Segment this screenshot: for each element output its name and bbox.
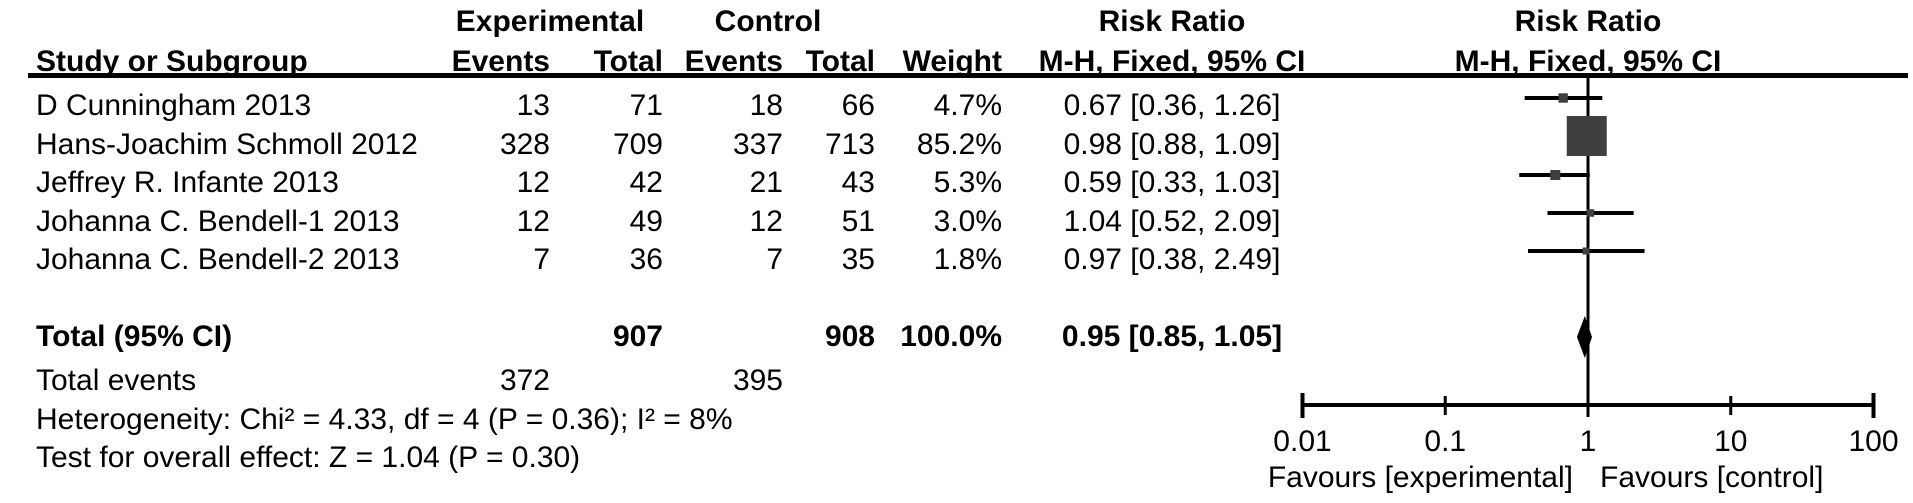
total-experimental-sum: 907 bbox=[612, 320, 663, 353]
header-risk-ratio-plot: Risk Ratio bbox=[1514, 5, 1662, 38]
total-events-label: Total events bbox=[36, 364, 197, 397]
axis-tick-label: 100 bbox=[1848, 425, 1898, 458]
total-experimental-value: 36 bbox=[629, 243, 663, 276]
total-control-value: 66 bbox=[841, 89, 875, 122]
study-name: D Cunningham 2013 bbox=[36, 89, 312, 122]
study-name: Johanna C. Bendell-1 2013 bbox=[36, 205, 400, 238]
total-control-value: 43 bbox=[841, 166, 875, 199]
total-experimental-value: 709 bbox=[612, 128, 663, 161]
risk-ratio-ci-value: 0.97 [0.38, 2.49] bbox=[1063, 243, 1281, 276]
axis-tick-label: 1 bbox=[1580, 425, 1597, 458]
header-divider-line bbox=[28, 73, 1908, 78]
header-risk-ratio-text: Risk Ratio bbox=[1098, 5, 1246, 38]
total-experimental-value: 42 bbox=[629, 166, 663, 199]
weight-value: 85.2% bbox=[916, 128, 1002, 161]
study-name: Jeffrey R. Infante 2013 bbox=[36, 166, 339, 199]
total-experimental-value: 71 bbox=[629, 89, 663, 122]
total-risk-ratio-ci: 0.95 [0.85, 1.05] bbox=[1061, 320, 1283, 353]
weight-value: 1.8% bbox=[933, 243, 1002, 276]
total-label: Total (95% CI) bbox=[36, 320, 233, 353]
events-experimental-value: 328 bbox=[499, 128, 550, 161]
events-experimental-value: 12 bbox=[516, 205, 550, 238]
header-total-control: Total bbox=[805, 45, 875, 78]
total-weight: 100.0% bbox=[900, 320, 1002, 353]
events-control-value: 337 bbox=[732, 128, 783, 161]
total-control-sum: 908 bbox=[824, 320, 875, 353]
study-name: Johanna C. Bendell-2 2013 bbox=[36, 243, 400, 276]
weight-square bbox=[1558, 93, 1568, 103]
events-experimental-value: 7 bbox=[533, 243, 550, 276]
header-events-experimental: Events bbox=[451, 45, 550, 78]
risk-ratio-ci-value: 0.98 [0.88, 1.09] bbox=[1063, 128, 1281, 161]
events-control-value: 21 bbox=[749, 166, 783, 199]
risk-ratio-ci-value: 0.59 [0.33, 1.03] bbox=[1063, 166, 1281, 199]
events-control-value: 12 bbox=[749, 205, 783, 238]
weight-value: 3.0% bbox=[933, 205, 1002, 238]
events-control-value: 7 bbox=[766, 243, 783, 276]
risk-ratio-ci-value: 0.67 [0.36, 1.26] bbox=[1063, 89, 1281, 122]
total-events-control: 395 bbox=[732, 364, 783, 397]
weight-value: 5.3% bbox=[933, 166, 1002, 199]
total-experimental-value: 49 bbox=[629, 205, 663, 238]
axis-tick-label: 0.1 bbox=[1424, 425, 1466, 458]
axis-tick-label: 0.01 bbox=[1273, 425, 1331, 458]
header-weight: Weight bbox=[902, 45, 1002, 78]
header-study-or-subgroup: Study or Subgroup bbox=[36, 45, 308, 78]
events-experimental-value: 13 bbox=[516, 89, 550, 122]
weight-square bbox=[1550, 170, 1561, 180]
total-control-value: 51 bbox=[841, 205, 875, 238]
total-control-value: 35 bbox=[841, 243, 875, 276]
header-group-control: Control bbox=[714, 5, 822, 38]
overall-effect-note: Test for overall effect: Z = 1.04 (P = 0… bbox=[36, 441, 581, 474]
pooled-diamond bbox=[1576, 316, 1593, 358]
weight-square bbox=[1586, 209, 1595, 217]
axis-tick-label: 10 bbox=[1714, 425, 1747, 458]
header-mh-fixed-ci-plot: M-H, Fixed, 95% CI bbox=[1454, 45, 1722, 78]
header-total-experimental: Total bbox=[593, 45, 663, 78]
heterogeneity-note: Heterogeneity: Chi² = 4.33, df = 4 (P = … bbox=[36, 403, 733, 436]
weight-value: 4.7% bbox=[933, 89, 1002, 122]
events-control-value: 18 bbox=[749, 89, 783, 122]
risk-ratio-ci-value: 1.04 [0.52, 2.09] bbox=[1063, 205, 1281, 238]
header-group-experimental: Experimental bbox=[455, 5, 645, 38]
weight-square bbox=[1582, 247, 1590, 255]
header-mh-fixed-ci-text: M-H, Fixed, 95% CI bbox=[1038, 45, 1306, 78]
weight-square bbox=[1566, 116, 1607, 156]
favours-experimental-label: Favours [experimental] bbox=[1267, 461, 1573, 494]
study-name: Hans-Joachim Schmoll 2012 bbox=[36, 128, 418, 161]
total-events-experimental: 372 bbox=[499, 364, 550, 397]
header-events-control: Events bbox=[684, 45, 783, 78]
total-control-value: 713 bbox=[824, 128, 875, 161]
events-experimental-value: 12 bbox=[516, 166, 550, 199]
favours-control-label: Favours [control] bbox=[1600, 461, 1824, 494]
